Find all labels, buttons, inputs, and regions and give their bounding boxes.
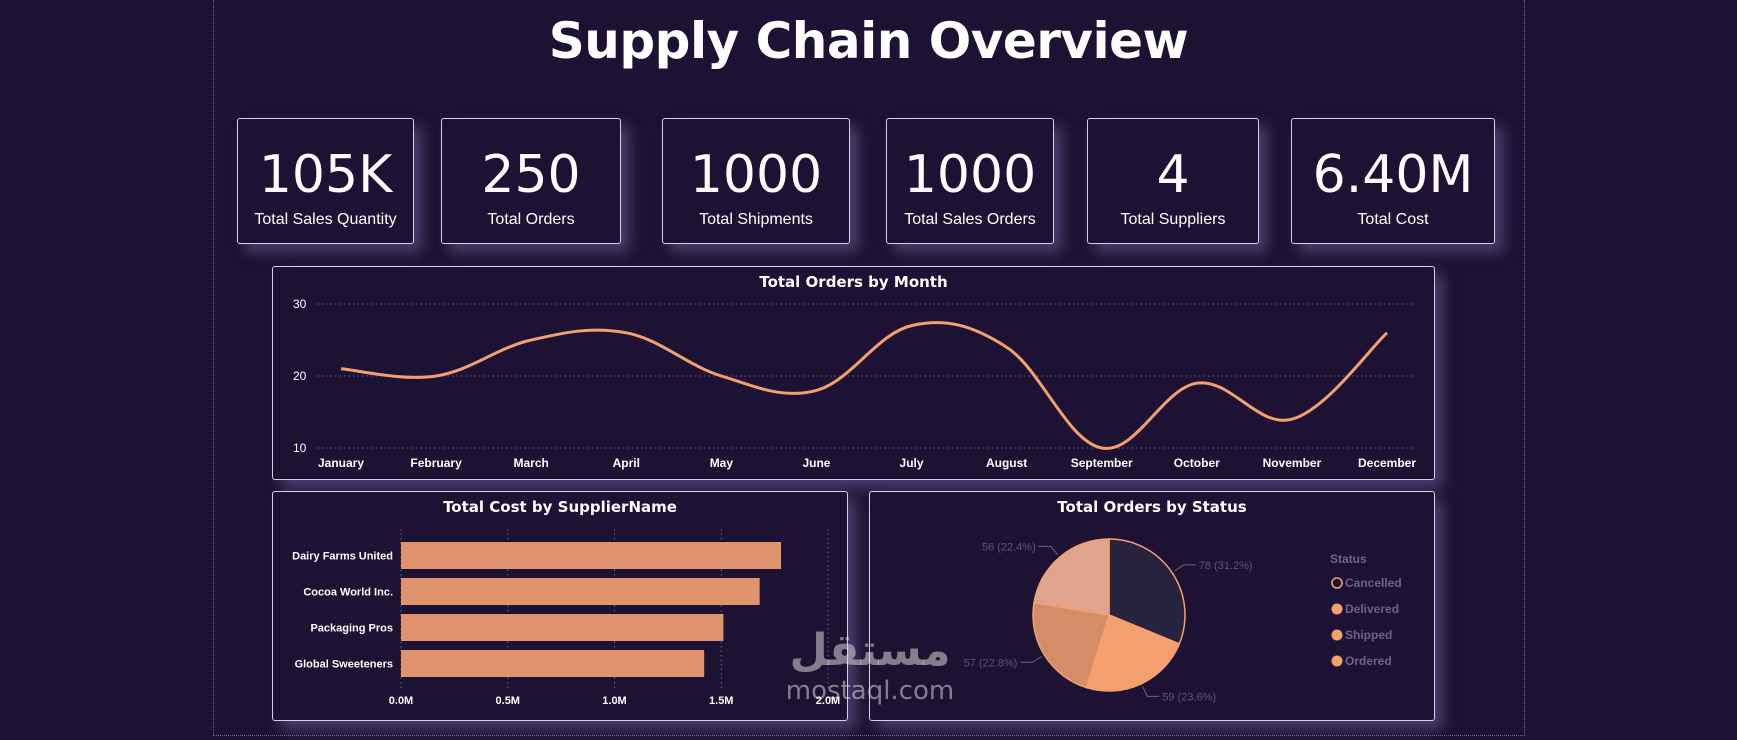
chart-title: Total Orders by Month: [759, 273, 948, 291]
kpi-card-total-shipments[interactable]: 1000 Total Shipments: [662, 118, 850, 244]
kpi-card-total-sales-quantity[interactable]: 105K Total Sales Quantity: [237, 118, 414, 244]
x-tick-label: January: [318, 456, 364, 470]
x-tick-label: August: [986, 456, 1027, 470]
y-tick-label: 30: [293, 297, 307, 311]
legend-label: Delivered: [1345, 602, 1399, 616]
pie-chart-panel[interactable]: Total Orders by Status 78 (31.2%) 59 (23.…: [869, 491, 1435, 721]
legend-label: Ordered: [1345, 654, 1392, 668]
x-tick-label: 0.5M: [496, 695, 520, 707]
legend-label: Shipped: [1345, 628, 1392, 642]
line-chart-panel[interactable]: Total Orders by Month 10 20 30 January Febru…: [272, 266, 1435, 480]
chart-title: Total Orders by Status: [1057, 498, 1247, 516]
slice-label: 57 (22.8%): [964, 657, 1018, 669]
pie-chart: 78 (31.2%) 59 (23.6%) 57 (22.8%) 56 (22.4%)…: [964, 538, 1402, 703]
kpi-label: Total Shipments: [699, 211, 813, 228]
x-tick-label: December: [1358, 456, 1416, 470]
x-tick-label: 1.5M: [709, 695, 733, 707]
legend-marker: [1331, 655, 1343, 667]
legend-marker: [1331, 629, 1343, 641]
slice-label: 78 (31.2%): [1199, 560, 1253, 572]
kpi-label: Total Sales Orders: [904, 211, 1036, 228]
x-tick-label: April: [613, 456, 640, 470]
y-tick-label: Cocoa World Inc.: [303, 587, 393, 599]
kpi-card-total-orders[interactable]: 250 Total Orders: [441, 118, 621, 244]
x-tick-label: September: [1071, 456, 1133, 470]
kpi-value: 1000: [903, 145, 1037, 205]
kpi-value: 6.40M: [1312, 145, 1474, 205]
x-tick-label: March: [514, 456, 549, 470]
x-tick-label: 1.0M: [602, 695, 626, 707]
x-tick-label: 2.0M: [816, 695, 840, 707]
bar: [401, 578, 760, 605]
kpi-label: Total Suppliers: [1120, 211, 1226, 228]
x-tick-label: October: [1174, 456, 1220, 470]
y-tick-label: Dairy Farms United: [292, 551, 393, 563]
series-line-total-orders: [340, 321, 1389, 450]
line-chart: 10 20 30 January February March April May June Ju…: [293, 297, 1416, 470]
chart-title: Total Cost by SupplierName: [443, 498, 677, 516]
legend-marker: [1331, 577, 1343, 589]
pie-slice: [1108, 538, 1186, 645]
kpi-card-total-suppliers[interactable]: 4 Total Suppliers: [1087, 118, 1259, 244]
kpi-value: 1000: [689, 145, 823, 205]
x-tick-label: 0.0M: [389, 695, 413, 707]
kpi-card-total-cost[interactable]: 6.40M Total Cost: [1291, 118, 1495, 244]
x-tick-label: July: [900, 456, 924, 470]
pie-slice: [1085, 613, 1181, 692]
kpi-card-total-sales-orders[interactable]: 1000 Total Sales Orders: [886, 118, 1054, 244]
slice-label-leader: [1020, 656, 1043, 663]
legend-marker: [1331, 603, 1343, 615]
pie-slice: [1032, 601, 1110, 689]
kpi-label: Total Sales Quantity: [254, 211, 397, 228]
y-tick-label: Global Sweeteners: [295, 659, 393, 671]
x-tick-label: May: [710, 456, 734, 470]
bar: [401, 614, 724, 641]
report-canvas: [213, 0, 1525, 736]
bar-chart-panel[interactable]: Total Cost by SupplierName 0.0M 0.5M 1.0M 1…: [272, 491, 848, 721]
bar-chart: 0.0M 0.5M 1.0M 1.5M 2.0M Dairy Farms United Co…: [292, 529, 840, 707]
bar: [401, 542, 782, 569]
y-tick-label: 10: [293, 441, 307, 455]
slice-label-leader: [1174, 564, 1196, 572]
slice-label: 59 (23.6%): [1162, 691, 1216, 703]
slice-label-leader: [1038, 545, 1059, 556]
kpi-value: 105K: [258, 145, 393, 205]
y-tick-label: Packaging Pros: [310, 623, 393, 635]
slice-label-leader: [1142, 686, 1160, 697]
slice-label: 56 (22.4%): [982, 541, 1036, 553]
x-tick-label: November: [1263, 456, 1322, 470]
legend-title: Status: [1330, 552, 1367, 566]
page-title: Supply Chain Overview: [548, 12, 1189, 70]
kpi-value: 250: [481, 145, 581, 205]
pie-slice: [1033, 538, 1110, 616]
kpi-label: Total Orders: [487, 211, 575, 228]
kpi-value: 4: [1156, 145, 1190, 205]
kpi-label: Total Cost: [1357, 211, 1429, 228]
legend-label: Cancelled: [1345, 576, 1402, 590]
bar: [401, 650, 705, 677]
x-tick-label: June: [802, 456, 830, 470]
y-tick-label: 20: [293, 369, 307, 383]
x-tick-label: February: [410, 456, 462, 470]
